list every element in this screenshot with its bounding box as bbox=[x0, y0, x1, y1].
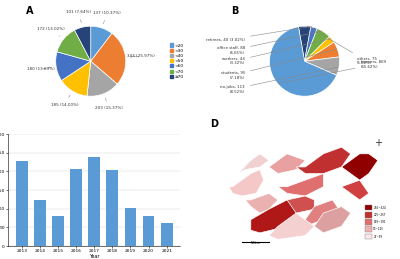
Polygon shape bbox=[287, 196, 314, 213]
Polygon shape bbox=[305, 200, 342, 226]
Wedge shape bbox=[62, 61, 91, 96]
Polygon shape bbox=[296, 147, 351, 174]
Wedge shape bbox=[304, 28, 329, 61]
Text: others, 75
(5.66%): others, 75 (5.66%) bbox=[307, 26, 377, 66]
Wedge shape bbox=[91, 26, 112, 61]
Text: farmers, 869
(65.62%): farmers, 869 (65.62%) bbox=[278, 60, 386, 83]
Bar bbox=[143, 216, 154, 246]
Text: +: + bbox=[374, 138, 382, 148]
Wedge shape bbox=[298, 26, 311, 61]
Wedge shape bbox=[304, 27, 317, 61]
Bar bbox=[106, 170, 118, 246]
Bar bbox=[16, 161, 28, 246]
Bar bbox=[124, 208, 136, 246]
Text: 343 (25.97%): 343 (25.97%) bbox=[127, 54, 155, 58]
Text: 137 (10.37%): 137 (10.37%) bbox=[93, 11, 121, 24]
Polygon shape bbox=[229, 170, 264, 196]
Bar bbox=[70, 169, 82, 246]
Text: 93~125: 93~125 bbox=[373, 227, 384, 231]
X-axis label: Year: Year bbox=[89, 255, 100, 259]
Wedge shape bbox=[91, 33, 126, 84]
Text: office staff, 88
(6.65%): office staff, 88 (6.65%) bbox=[217, 31, 322, 55]
Wedge shape bbox=[57, 30, 91, 61]
Bar bbox=[52, 216, 64, 246]
Bar bbox=[365, 212, 372, 218]
Bar bbox=[34, 200, 46, 246]
Text: 203 (15.37%): 203 (15.37%) bbox=[96, 98, 123, 110]
Text: 101 (7.64%): 101 (7.64%) bbox=[66, 10, 91, 23]
Wedge shape bbox=[87, 61, 117, 96]
Bar bbox=[365, 219, 372, 225]
Text: 292~324: 292~324 bbox=[373, 206, 386, 210]
Bar bbox=[365, 205, 372, 211]
Bar bbox=[88, 157, 100, 246]
Polygon shape bbox=[332, 180, 369, 200]
Text: 159~191: 159~191 bbox=[373, 220, 386, 224]
Wedge shape bbox=[270, 27, 336, 96]
Polygon shape bbox=[342, 154, 378, 180]
Text: A: A bbox=[26, 6, 34, 16]
Polygon shape bbox=[251, 200, 296, 233]
Polygon shape bbox=[278, 174, 323, 196]
Wedge shape bbox=[56, 52, 91, 81]
Text: 225~257: 225~257 bbox=[373, 213, 386, 217]
Wedge shape bbox=[304, 57, 340, 75]
Wedge shape bbox=[74, 26, 91, 61]
Wedge shape bbox=[304, 37, 334, 61]
Text: D: D bbox=[210, 119, 218, 129]
Legend: <20, <30, <40, <50, <60, <70, ≥70: <20, <30, <40, <50, <60, <70, ≥70 bbox=[170, 44, 184, 79]
Bar bbox=[365, 226, 372, 232]
Text: workers, 44
(3.32%): workers, 44 (3.32%) bbox=[222, 39, 330, 66]
Polygon shape bbox=[238, 154, 269, 174]
Polygon shape bbox=[269, 154, 305, 174]
Polygon shape bbox=[314, 206, 351, 233]
Text: no-jobs, 113
(8.52%): no-jobs, 113 (8.52%) bbox=[220, 67, 338, 93]
Text: students, 95
(7.18%): students, 95 (7.18%) bbox=[221, 49, 336, 80]
Text: 50km: 50km bbox=[250, 241, 260, 245]
Wedge shape bbox=[304, 42, 339, 61]
Text: 180 (13.63%): 180 (13.63%) bbox=[27, 67, 54, 71]
Bar bbox=[161, 223, 173, 246]
Polygon shape bbox=[269, 213, 314, 240]
Text: 185 (14.00%): 185 (14.00%) bbox=[50, 95, 78, 106]
Text: 172 (13.02%): 172 (13.02%) bbox=[38, 27, 65, 36]
Text: 27~59: 27~59 bbox=[373, 235, 382, 239]
Text: retirees, 40 (3.02%): retirees, 40 (3.02%) bbox=[206, 26, 312, 42]
Polygon shape bbox=[245, 193, 278, 213]
Text: B: B bbox=[231, 6, 238, 16]
Bar bbox=[365, 234, 372, 240]
